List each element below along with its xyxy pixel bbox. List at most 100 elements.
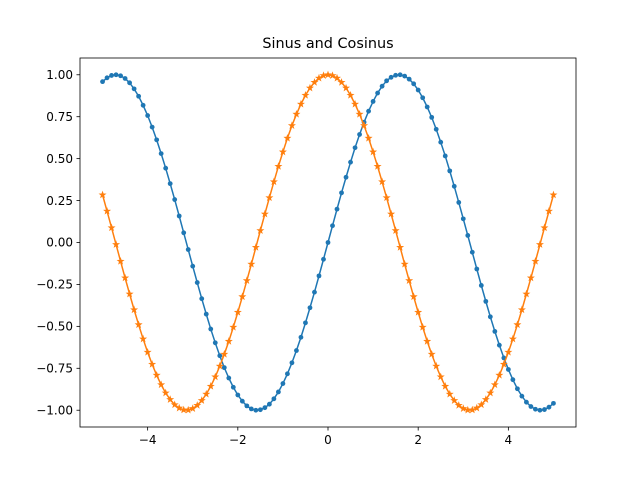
data-point: [324, 70, 332, 79]
data-point: [418, 323, 427, 331]
data-point: [121, 273, 130, 282]
data-point: [280, 381, 286, 386]
series-1: [100, 72, 556, 413]
data-point: [269, 177, 278, 186]
data-point: [197, 396, 206, 404]
data-point: [533, 406, 538, 412]
data-point: [456, 200, 462, 205]
data-point: [152, 370, 161, 379]
data-point: [190, 263, 196, 269]
data-point: [220, 350, 229, 358]
data-point: [154, 137, 160, 143]
data-point: [522, 289, 531, 298]
data-point: [130, 305, 139, 314]
data-point: [274, 162, 283, 170]
data-point: [441, 382, 450, 390]
data-point: [405, 276, 414, 284]
data-point: [468, 405, 477, 414]
data-point: [364, 133, 373, 142]
chart-title: Sinus and Cosinus: [262, 36, 393, 52]
data-point: [384, 78, 390, 84]
data-point: [127, 80, 132, 86]
data-point: [229, 323, 238, 331]
data-point: [387, 209, 396, 218]
data-point: [170, 400, 179, 409]
data-point: [505, 367, 511, 372]
data-point: [312, 289, 317, 295]
data-point: [402, 73, 408, 79]
data-point: [294, 348, 299, 353]
data-point: [188, 404, 197, 412]
data-point: [163, 165, 169, 171]
data-point: [265, 193, 274, 202]
data-point: [203, 311, 209, 317]
data-point: [226, 375, 232, 381]
data-point: [319, 71, 328, 80]
data-point: [118, 73, 123, 79]
data-point: [346, 91, 355, 99]
data-point: [271, 396, 277, 402]
data-point: [301, 91, 310, 99]
data-point: [148, 360, 157, 368]
y-tick-label: 1.00: [46, 68, 73, 82]
data-point: [397, 72, 403, 78]
data-point: [149, 124, 155, 130]
data-point: [262, 405, 268, 411]
data-point: [235, 392, 241, 398]
data-point: [303, 320, 308, 326]
data-point: [551, 400, 556, 406]
data-point: [542, 407, 547, 412]
data-point: [276, 389, 281, 395]
data-point: [492, 328, 498, 334]
data-point: [248, 406, 254, 412]
data-point: [375, 90, 380, 96]
data-point: [185, 247, 191, 252]
data-point: [478, 283, 484, 288]
data-point: [217, 353, 223, 359]
data-point: [415, 87, 421, 93]
data-point: [514, 386, 520, 392]
data-point: [423, 337, 432, 345]
data-point: [104, 75, 110, 81]
data-point: [546, 404, 552, 410]
data-point: [157, 380, 166, 389]
data-point: [481, 395, 490, 403]
data-point: [221, 365, 227, 371]
data-point: [283, 133, 292, 142]
data-point: [325, 240, 331, 245]
data-point: [122, 76, 128, 81]
data-point: [414, 308, 423, 316]
data-point: [382, 193, 391, 202]
data-point: [549, 190, 558, 199]
data-point: [233, 308, 242, 316]
data-point: [438, 139, 444, 145]
data-point: [103, 206, 112, 215]
data-point: [184, 405, 193, 414]
data-point: [420, 95, 426, 101]
data-point: [406, 76, 412, 82]
data-point: [544, 206, 553, 215]
series-2: [98, 70, 558, 414]
data-point: [537, 407, 543, 413]
data-point: [370, 99, 376, 104]
data-point: [172, 197, 178, 202]
x-tick-label: 4: [505, 433, 513, 447]
data-point: [360, 121, 369, 129]
data-point: [357, 132, 362, 137]
data-point: [472, 403, 481, 412]
data-point: [321, 256, 326, 262]
data-point: [247, 259, 256, 268]
data-point: [140, 102, 146, 108]
data-point: [287, 121, 296, 129]
data-point: [305, 83, 314, 92]
data-point: [499, 360, 508, 368]
y-tick-label: 0.00: [46, 236, 73, 250]
data-point: [307, 305, 313, 311]
data-point: [285, 371, 290, 377]
data-point: [366, 108, 371, 114]
data-point: [161, 388, 170, 397]
data-point: [483, 298, 489, 304]
data-point: [454, 401, 463, 409]
data-point: [388, 74, 394, 80]
data-point: [107, 223, 116, 232]
